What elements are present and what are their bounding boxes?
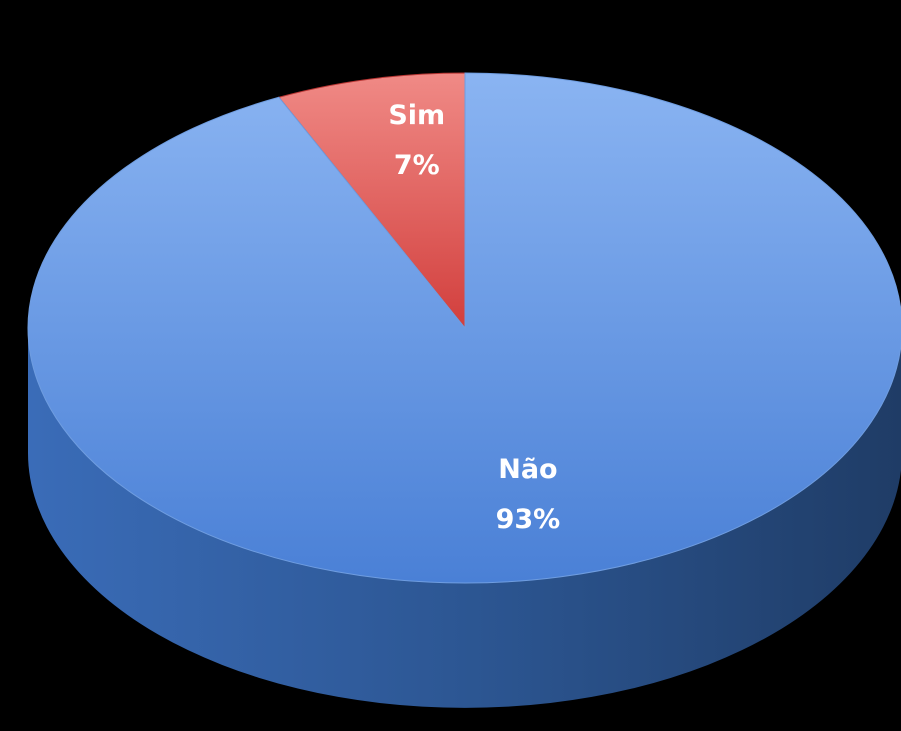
pie-side-wall — [28, 328, 901, 708]
slice-value-label-0: 7% — [394, 150, 440, 181]
pie-tops — [27, 72, 901, 584]
slice-label-0: Sim — [388, 100, 445, 131]
slice-value-label-1: 93% — [496, 504, 561, 535]
pie-slice-sim — [278, 72, 466, 330]
pie-slice-n-o — [27, 72, 901, 584]
slice-label-1: Não — [498, 454, 557, 485]
pie-labels: Sim 7% Não 93% — [388, 100, 560, 535]
pie-sides — [28, 328, 901, 708]
